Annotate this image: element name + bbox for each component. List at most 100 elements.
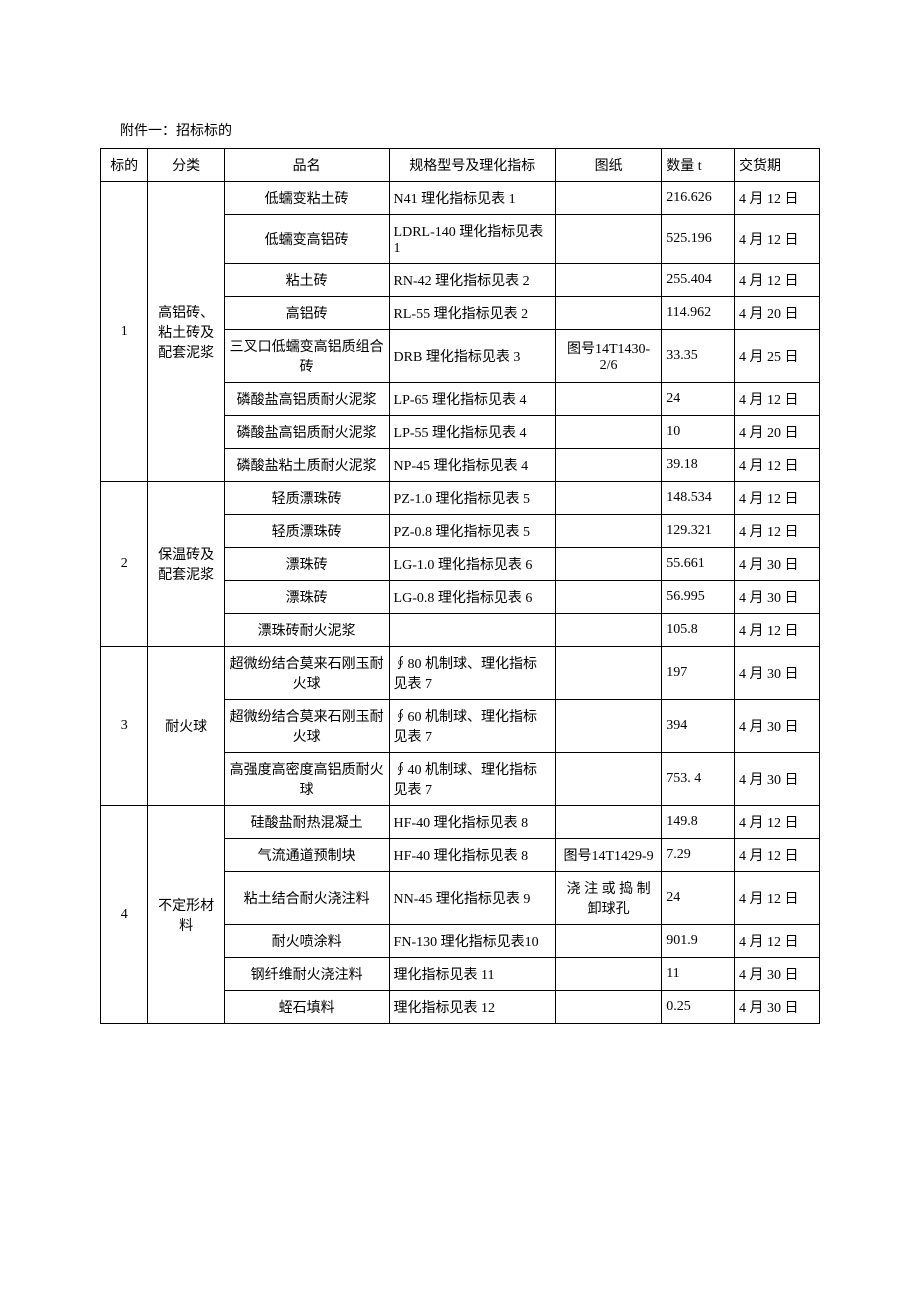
cell-drawing [555,991,661,1024]
cell-name: 超微纷结合莫来石刚玉耐火球 [224,700,389,753]
cell-date: 4 月 12 日 [735,264,820,297]
cell-date: 4 月 12 日 [735,515,820,548]
cell-name: 低蠕变粘土砖 [224,182,389,215]
cell-spec: LG-1.0 理化指标见表 6 [389,548,555,581]
cell-qty: 11 [662,958,735,991]
cell-drawing [555,264,661,297]
cell-date: 4 月 30 日 [735,753,820,806]
cell-name: 高铝砖 [224,297,389,330]
cell-date: 4 月 12 日 [735,383,820,416]
cell-drawing [555,958,661,991]
cell-name: 轻质漂珠砖 [224,515,389,548]
cell-spec: HF-40 理化指标见表 8 [389,806,555,839]
cell-qty: 105.8 [662,614,735,647]
cell-date: 4 月 30 日 [735,991,820,1024]
cell-date: 4 月 12 日 [735,614,820,647]
cell-drawing: 浇 注 或 捣 制卸球孔 [555,872,661,925]
cell-spec: NP-45 理化指标见表 4 [389,449,555,482]
cell-spec: N41 理化指标见表 1 [389,182,555,215]
cell-date: 4 月 30 日 [735,647,820,700]
cell-name: 耐火喷涂料 [224,925,389,958]
cell-name: 硅酸盐耐热混凝土 [224,806,389,839]
cell-name: 气流通道预制块 [224,839,389,872]
cell-spec: HF-40 理化指标见表 8 [389,839,555,872]
cell-spec: LP-65 理化指标见表 4 [389,383,555,416]
table-row: 4不定形材料硅酸盐耐热混凝土HF-40 理化指标见表 8149.84 月 12 … [101,806,820,839]
cell-drawing [555,753,661,806]
cell-drawing [555,700,661,753]
cell-qty: 114.962 [662,297,735,330]
cell-bid: 4 [101,806,148,1024]
header-date: 交货期 [735,149,820,182]
table-row: 2保温砖及配套泥浆轻质漂珠砖PZ-1.0 理化指标见表 5148.5344 月 … [101,482,820,515]
cell-date: 4 月 12 日 [735,872,820,925]
cell-qty: 55.661 [662,548,735,581]
cell-name: 漂珠砖 [224,581,389,614]
cell-drawing [555,416,661,449]
cell-drawing [555,215,661,264]
cell-name: 超微纷结合莫来石刚玉耐火球 [224,647,389,700]
cell-spec: LP-55 理化指标见表 4 [389,416,555,449]
cell-qty: 33.35 [662,330,735,383]
cell-qty: 10 [662,416,735,449]
cell-date: 4 月 30 日 [735,581,820,614]
cell-spec: RN-42 理化指标见表 2 [389,264,555,297]
cell-spec: ∮60 机制球、理化指标见表 7 [389,700,555,753]
cell-spec: RL-55 理化指标见表 2 [389,297,555,330]
table-body: 1高铝砖、粘土砖及配套泥浆低蠕变粘土砖N41 理化指标见表 1216.6264 … [101,182,820,1024]
cell-name: 高强度高密度高铝质耐火球 [224,753,389,806]
cell-drawing [555,647,661,700]
cell-drawing [555,383,661,416]
cell-drawing [555,806,661,839]
cell-name: 低蠕变高铝砖 [224,215,389,264]
header-bid: 标的 [101,149,148,182]
cell-date: 4 月 12 日 [735,925,820,958]
header-drawing: 图纸 [555,149,661,182]
cell-drawing [555,614,661,647]
cell-drawing [555,581,661,614]
cell-qty: 39.18 [662,449,735,482]
cell-qty: 24 [662,872,735,925]
cell-date: 4 月 30 日 [735,958,820,991]
cell-qty: 0.25 [662,991,735,1024]
cell-drawing: 图号14T1430-2/6 [555,330,661,383]
cell-name: 磷酸盐粘土质耐火泥浆 [224,449,389,482]
cell-qty: 394 [662,700,735,753]
cell-date: 4 月 12 日 [735,806,820,839]
cell-qty: 148.534 [662,482,735,515]
cell-qty: 7.29 [662,839,735,872]
cell-date: 4 月 12 日 [735,839,820,872]
table-row: 1高铝砖、粘土砖及配套泥浆低蠕变粘土砖N41 理化指标见表 1216.6264 … [101,182,820,215]
cell-spec: 理化指标见表 12 [389,991,555,1024]
cell-qty: 255.404 [662,264,735,297]
cell-spec: ∮80 机制球、理化指标见表 7 [389,647,555,700]
cell-name: 粘土砖 [224,264,389,297]
cell-name: 粘土结合耐火浇注料 [224,872,389,925]
cell-qty: 901.9 [662,925,735,958]
page-title: 附件一：招标标的 [100,120,820,140]
cell-date: 4 月 12 日 [735,215,820,264]
cell-drawing [555,925,661,958]
cell-name: 钢纤维耐火浇注料 [224,958,389,991]
cell-name: 磷酸盐高铝质耐火泥浆 [224,416,389,449]
cell-spec: LG-0.8 理化指标见表 6 [389,581,555,614]
cell-name: 蛭石填料 [224,991,389,1024]
cell-spec: NN-45 理化指标见表 9 [389,872,555,925]
header-name: 品名 [224,149,389,182]
cell-qty: 56.995 [662,581,735,614]
cell-date: 4 月 30 日 [735,700,820,753]
cell-qty: 197 [662,647,735,700]
cell-category: 耐火球 [148,647,224,806]
cell-bid: 3 [101,647,148,806]
bid-table: 标的 分类 品名 规格型号及理化指标 图纸 数量 t 交货期 1高铝砖、粘土砖及… [100,148,820,1024]
cell-category: 保温砖及配套泥浆 [148,482,224,647]
table-row: 3耐火球超微纷结合莫来石刚玉耐火球∮80 机制球、理化指标见表 71974 月 … [101,647,820,700]
cell-name: 三叉口低蠕变高铝质组合砖 [224,330,389,383]
cell-qty: 525.196 [662,215,735,264]
cell-category: 高铝砖、粘土砖及配套泥浆 [148,182,224,482]
cell-bid: 1 [101,182,148,482]
cell-date: 4 月 30 日 [735,548,820,581]
cell-spec: FN-130 理化指标见表10 [389,925,555,958]
cell-qty: 24 [662,383,735,416]
header-qty: 数量 t [662,149,735,182]
